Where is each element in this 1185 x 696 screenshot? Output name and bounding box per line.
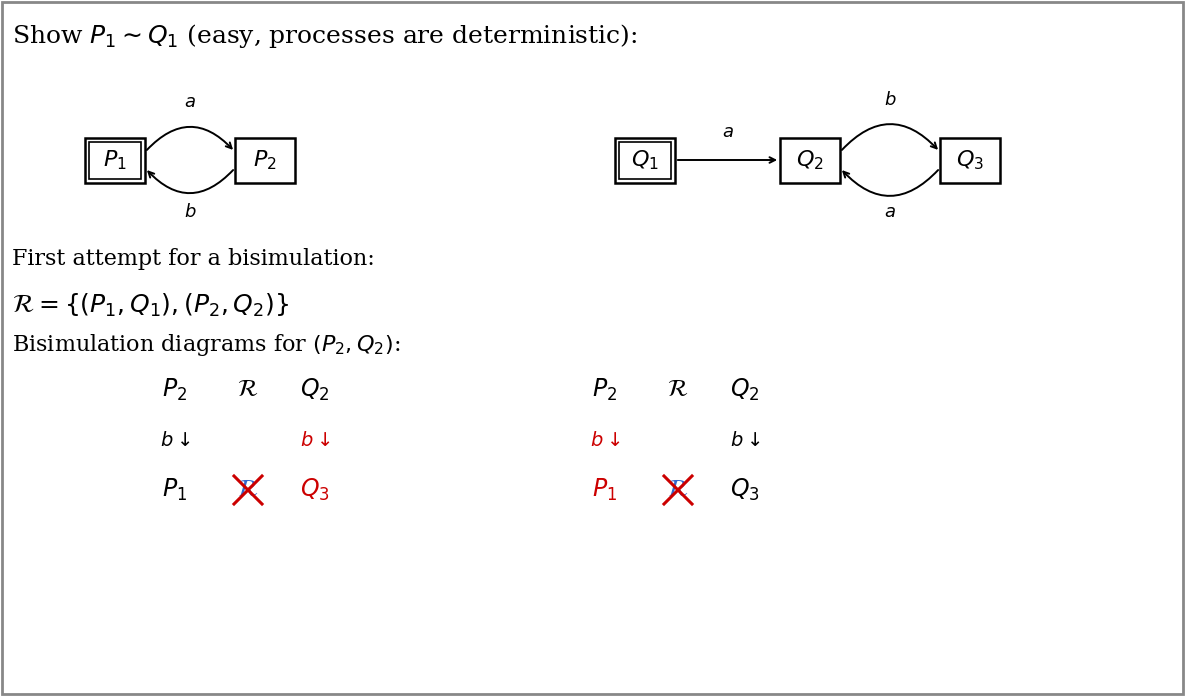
FancyBboxPatch shape [940,138,1000,182]
Text: $\mathcal{R}$: $\mathcal{R}$ [667,379,688,402]
Text: $P_1$: $P_1$ [162,477,187,503]
Text: $P_1$: $P_1$ [592,477,617,503]
Text: $P_2$: $P_2$ [162,377,187,403]
Text: $Q_2$: $Q_2$ [730,377,760,403]
FancyBboxPatch shape [235,138,295,182]
FancyBboxPatch shape [85,138,145,182]
Text: $Q_2$: $Q_2$ [796,148,824,172]
Text: $a$: $a$ [722,123,734,141]
FancyBboxPatch shape [89,141,141,178]
Text: $Q_1$: $Q_1$ [632,148,659,172]
Text: $P_1$: $P_1$ [103,148,127,172]
FancyBboxPatch shape [619,141,671,178]
FancyBboxPatch shape [615,138,675,182]
Text: $b{\downarrow}$: $b{\downarrow}$ [160,431,191,450]
Text: $\mathcal{R} = \{(P_1, Q_1), (P_2, Q_2)\}$: $\mathcal{R} = \{(P_1, Q_1), (P_2, Q_2)\… [12,292,289,319]
Text: First attempt for a bisimulation:: First attempt for a bisimulation: [12,248,374,270]
Text: $a$: $a$ [884,203,896,221]
Text: $b$: $b$ [184,203,197,221]
Text: $Q_2$: $Q_2$ [300,377,329,403]
Text: $b{\downarrow}$: $b{\downarrow}$ [300,431,331,450]
Text: $\mathcal{R}$: $\mathcal{R}$ [237,379,258,402]
Text: $P_2$: $P_2$ [254,148,277,172]
Text: $P_2$: $P_2$ [592,377,617,403]
Text: $b$: $b$ [884,91,896,109]
FancyBboxPatch shape [780,138,840,182]
Text: $Q_3$: $Q_3$ [730,477,760,503]
Text: $b{\downarrow}$: $b{\downarrow}$ [730,431,761,450]
Text: $b{\downarrow}$: $b{\downarrow}$ [590,431,620,450]
Text: $Q_3$: $Q_3$ [956,148,984,172]
Text: Show $P_1 \sim Q_1$ (easy, processes are deterministic):: Show $P_1 \sim Q_1$ (easy, processes are… [12,22,638,50]
Text: $\mathcal{R}$: $\mathcal{R}$ [667,479,688,502]
Text: Bisimulation diagrams for $(P_2, Q_2)$:: Bisimulation diagrams for $(P_2, Q_2)$: [12,332,401,358]
Text: $Q_3$: $Q_3$ [300,477,329,503]
Text: $\mathcal{R}$: $\mathcal{R}$ [237,479,258,502]
Text: $a$: $a$ [184,93,196,111]
